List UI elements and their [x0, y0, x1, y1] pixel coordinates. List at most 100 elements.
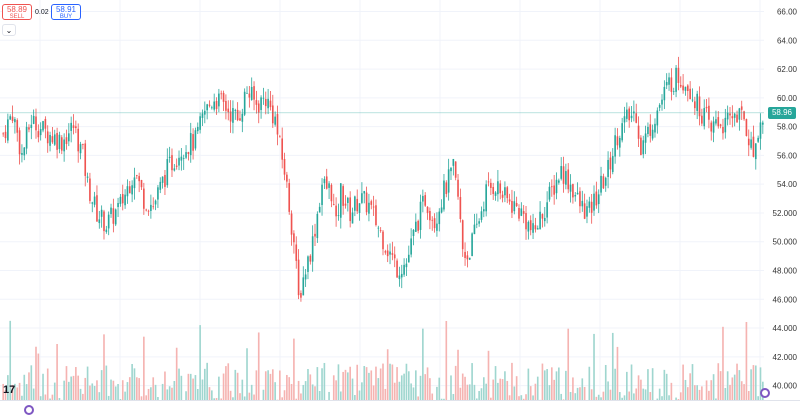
candle-body [257, 103, 260, 113]
candle-body [328, 183, 330, 188]
y-tick-label-8: 50.000 [773, 238, 798, 247]
candle-body [241, 113, 244, 122]
volume-bar [466, 384, 469, 412]
volume-bar [405, 363, 408, 412]
candle-body [375, 205, 377, 226]
candle-body [696, 93, 698, 111]
volume-bar [663, 369, 666, 412]
candle-body [143, 188, 145, 209]
volume-bar [68, 381, 70, 412]
candle-body [65, 137, 68, 144]
volume-bar [558, 367, 560, 412]
volume-bar [731, 377, 734, 412]
volume-bar [637, 375, 640, 412]
volume-bar [7, 375, 9, 412]
volume-bar [497, 382, 499, 412]
volume-bar [386, 349, 389, 412]
candle-body [112, 208, 115, 224]
candle-body [302, 277, 305, 296]
volume-bar [72, 375, 75, 412]
volume-bar [426, 367, 429, 412]
candle-body [271, 105, 274, 124]
volume-bar [2, 383, 4, 412]
volume-bar [548, 385, 551, 412]
volume-bar [614, 368, 616, 412]
volume-bar [89, 385, 91, 412]
candle-body [424, 195, 427, 206]
candle-body [504, 187, 506, 196]
auto-scale-icon[interactable] [760, 388, 770, 398]
candle-body [281, 138, 284, 160]
candle-body [520, 208, 523, 216]
volume-bar [279, 370, 281, 412]
candle-body [124, 194, 126, 206]
candle-body [490, 182, 492, 188]
volume-bar [750, 369, 752, 412]
candle-body [351, 212, 354, 224]
volume-bar [46, 368, 49, 412]
candle-body [597, 194, 600, 205]
candle-body [152, 206, 155, 208]
volume-bar [96, 380, 98, 412]
candle-body [457, 179, 459, 197]
candle-body [450, 167, 452, 172]
volume-bar [257, 332, 260, 412]
volume-bar [419, 375, 422, 412]
candle-body [602, 176, 605, 189]
candle-body [647, 126, 649, 135]
candle-body [159, 181, 162, 190]
volume-bar [504, 371, 506, 412]
volume-bar [250, 384, 253, 412]
volume-bar [733, 374, 736, 412]
candle-body [23, 147, 26, 156]
candle-body [464, 251, 466, 258]
candle-body [405, 263, 408, 268]
volume-bar [332, 375, 335, 412]
volume-bar [372, 385, 375, 412]
sell-button[interactable]: 58.89 SELL [2, 4, 32, 20]
candle-body [218, 93, 220, 107]
candle-body [117, 203, 119, 208]
candle-body [644, 133, 647, 143]
candle-body [440, 207, 443, 213]
volume-bar [9, 320, 12, 412]
volume-bar [168, 386, 171, 412]
candle-body [51, 136, 54, 143]
chevron-down-icon[interactable]: ⌄ [2, 24, 16, 36]
candle-body [234, 110, 237, 111]
candle-body [96, 195, 98, 222]
settings-icon[interactable] [24, 405, 34, 415]
price-candles [2, 56, 764, 302]
candle-body [28, 127, 30, 130]
candle-body [419, 201, 422, 230]
y-tick-label-2: 62.00 [777, 65, 798, 74]
buy-button[interactable]: 58.91 BUY [51, 4, 81, 20]
candle-body [164, 174, 166, 187]
candle-body [347, 197, 349, 203]
volume-bar [738, 370, 741, 412]
volume-bar [696, 385, 698, 412]
volume-bar [56, 343, 58, 412]
volume-bar [337, 364, 340, 412]
candle-body [468, 257, 471, 260]
volume-bar [321, 368, 323, 412]
volume-bar [25, 384, 28, 412]
candle-body [452, 158, 455, 166]
volume-bar [400, 375, 403, 412]
candle-body [722, 126, 724, 134]
candle-body [168, 156, 171, 158]
candle-body [595, 191, 598, 206]
candle-body [682, 85, 684, 91]
candle-body [180, 156, 183, 161]
tradingview-logo-icon[interactable]: 17 [3, 384, 16, 396]
candle-body [539, 211, 541, 230]
volume-bar [726, 371, 729, 412]
candle-body [752, 136, 755, 157]
volume-bars [2, 320, 764, 412]
price-axis[interactable]: 66.00 64.00 62.00 60.00 58.00 56.00 54.00 52.00… [773, 8, 798, 391]
candle-body [370, 201, 373, 205]
candle-body [206, 104, 208, 111]
candle-body [630, 115, 633, 119]
volume-bar [255, 370, 258, 412]
